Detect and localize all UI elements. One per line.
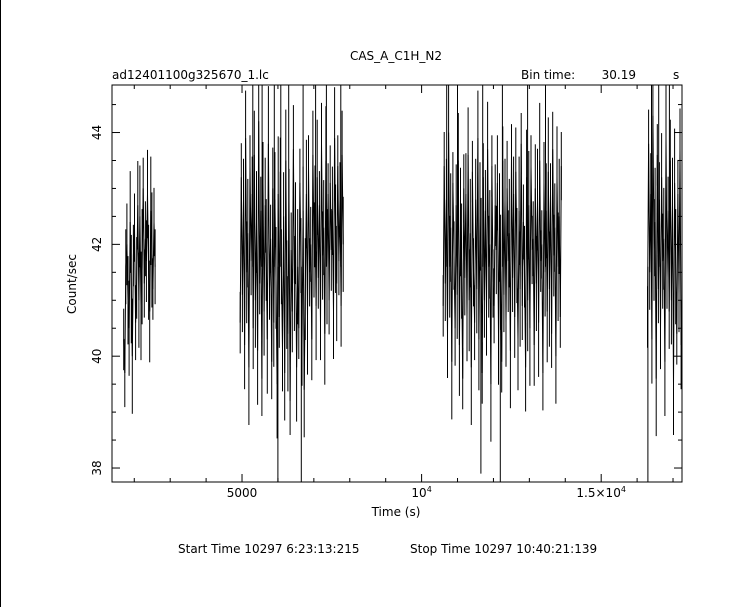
error-bars-4: [647, 85, 682, 437]
error-bars-1: [123, 149, 156, 414]
plot-frame: [111, 84, 683, 483]
y-tick-label: 40: [90, 349, 104, 364]
x-tick-label: 104: [411, 485, 431, 500]
window-left-edge: [0, 0, 1, 607]
stop-time-label: Stop Time 10297 10:40:21:139: [410, 542, 597, 556]
file-label: ad12401100g325670_1.lc: [112, 68, 269, 82]
axis-ticks: 5000 104 1.5×104 38 40 42 44: [90, 85, 682, 500]
y-tick-label: 38: [90, 460, 104, 475]
y-axis-label: Count/sec: [65, 254, 79, 314]
bin-time-value: 30.19: [602, 68, 636, 82]
error-bars-2: [239, 85, 344, 439]
light-curve-series: [123, 85, 682, 482]
x-tick-label: 5000: [227, 486, 258, 500]
bin-time-label: Bin time:: [521, 68, 575, 82]
start-time-label: Start Time 10297 6:23:13:215: [178, 542, 360, 556]
chart-title: CAS_A_C1H_N2: [350, 49, 442, 63]
y-tick-label: 42: [90, 237, 104, 252]
x-tick-label: 1.5×104: [576, 485, 626, 500]
outlier-spikes: [252, 85, 670, 482]
y-tick-label: 44: [90, 125, 104, 140]
error-bars-3: [442, 85, 562, 442]
x-axis-label: Time (s): [371, 505, 421, 519]
bin-time-unit: s: [673, 68, 679, 82]
